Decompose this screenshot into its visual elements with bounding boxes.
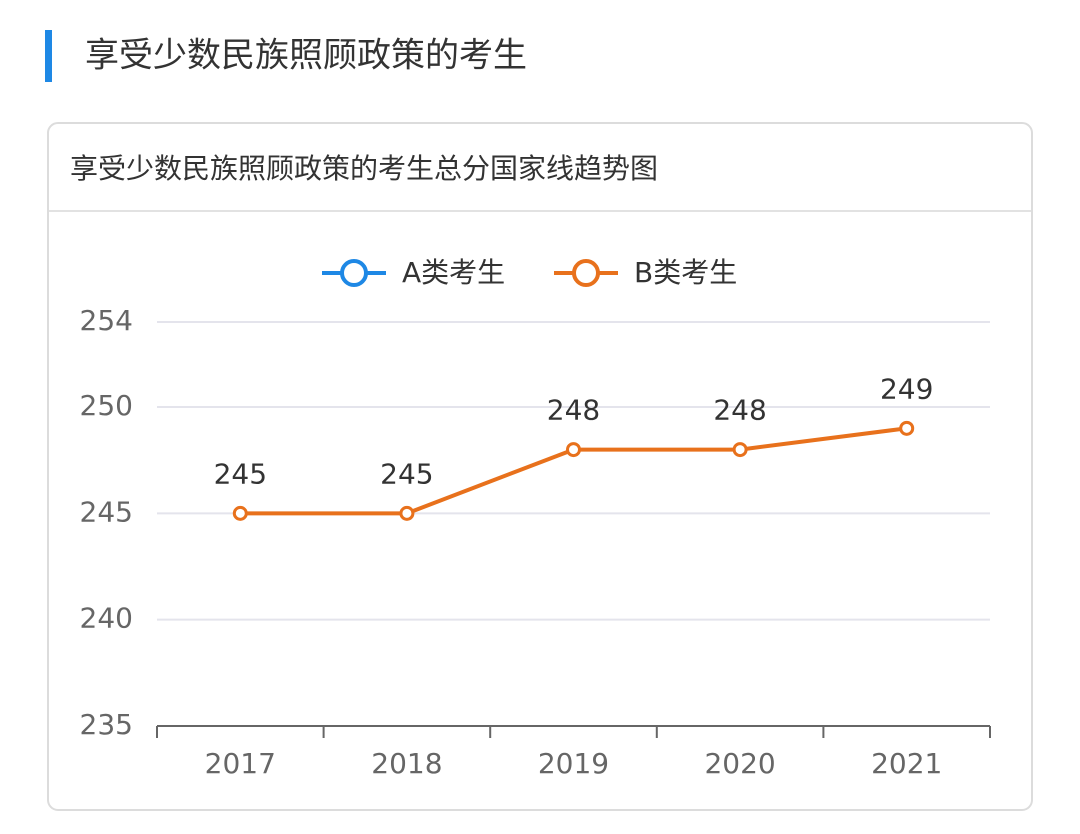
data-point xyxy=(899,420,915,436)
header-accent xyxy=(45,30,52,82)
x-tick-label: 2019 xyxy=(538,747,609,780)
y-tick-label: 250 xyxy=(80,389,133,422)
y-tick-label: 245 xyxy=(80,495,133,528)
y-tick-label: 235 xyxy=(80,708,133,741)
data-label: 248 xyxy=(713,394,766,427)
legend-label: A类考生 xyxy=(402,256,505,289)
legend-marker xyxy=(340,259,368,287)
header-title: 享受少数民族照顾政策的考生 xyxy=(85,36,527,76)
data-point xyxy=(399,505,415,521)
data-label: 249 xyxy=(880,372,933,405)
x-tick-label: 2020 xyxy=(704,747,775,780)
card xyxy=(47,122,1033,811)
x-tick-label: 2017 xyxy=(205,747,276,780)
legend-marker xyxy=(572,259,600,287)
data-point xyxy=(732,442,748,458)
y-tick-label: 240 xyxy=(80,602,133,635)
x-tick-label: 2021 xyxy=(871,747,942,780)
chart-title: 享受少数民族照顾政策的考生总分国家线趋势图 xyxy=(70,152,658,185)
data-label: 248 xyxy=(547,394,600,427)
y-tick-label: 254 xyxy=(80,304,133,337)
data-label: 245 xyxy=(214,457,267,490)
data-point xyxy=(566,442,581,458)
data-point xyxy=(232,505,248,521)
legend-label: B类考生 xyxy=(634,256,737,289)
data-label: 245 xyxy=(380,457,433,490)
x-tick-label: 2018 xyxy=(371,747,442,780)
